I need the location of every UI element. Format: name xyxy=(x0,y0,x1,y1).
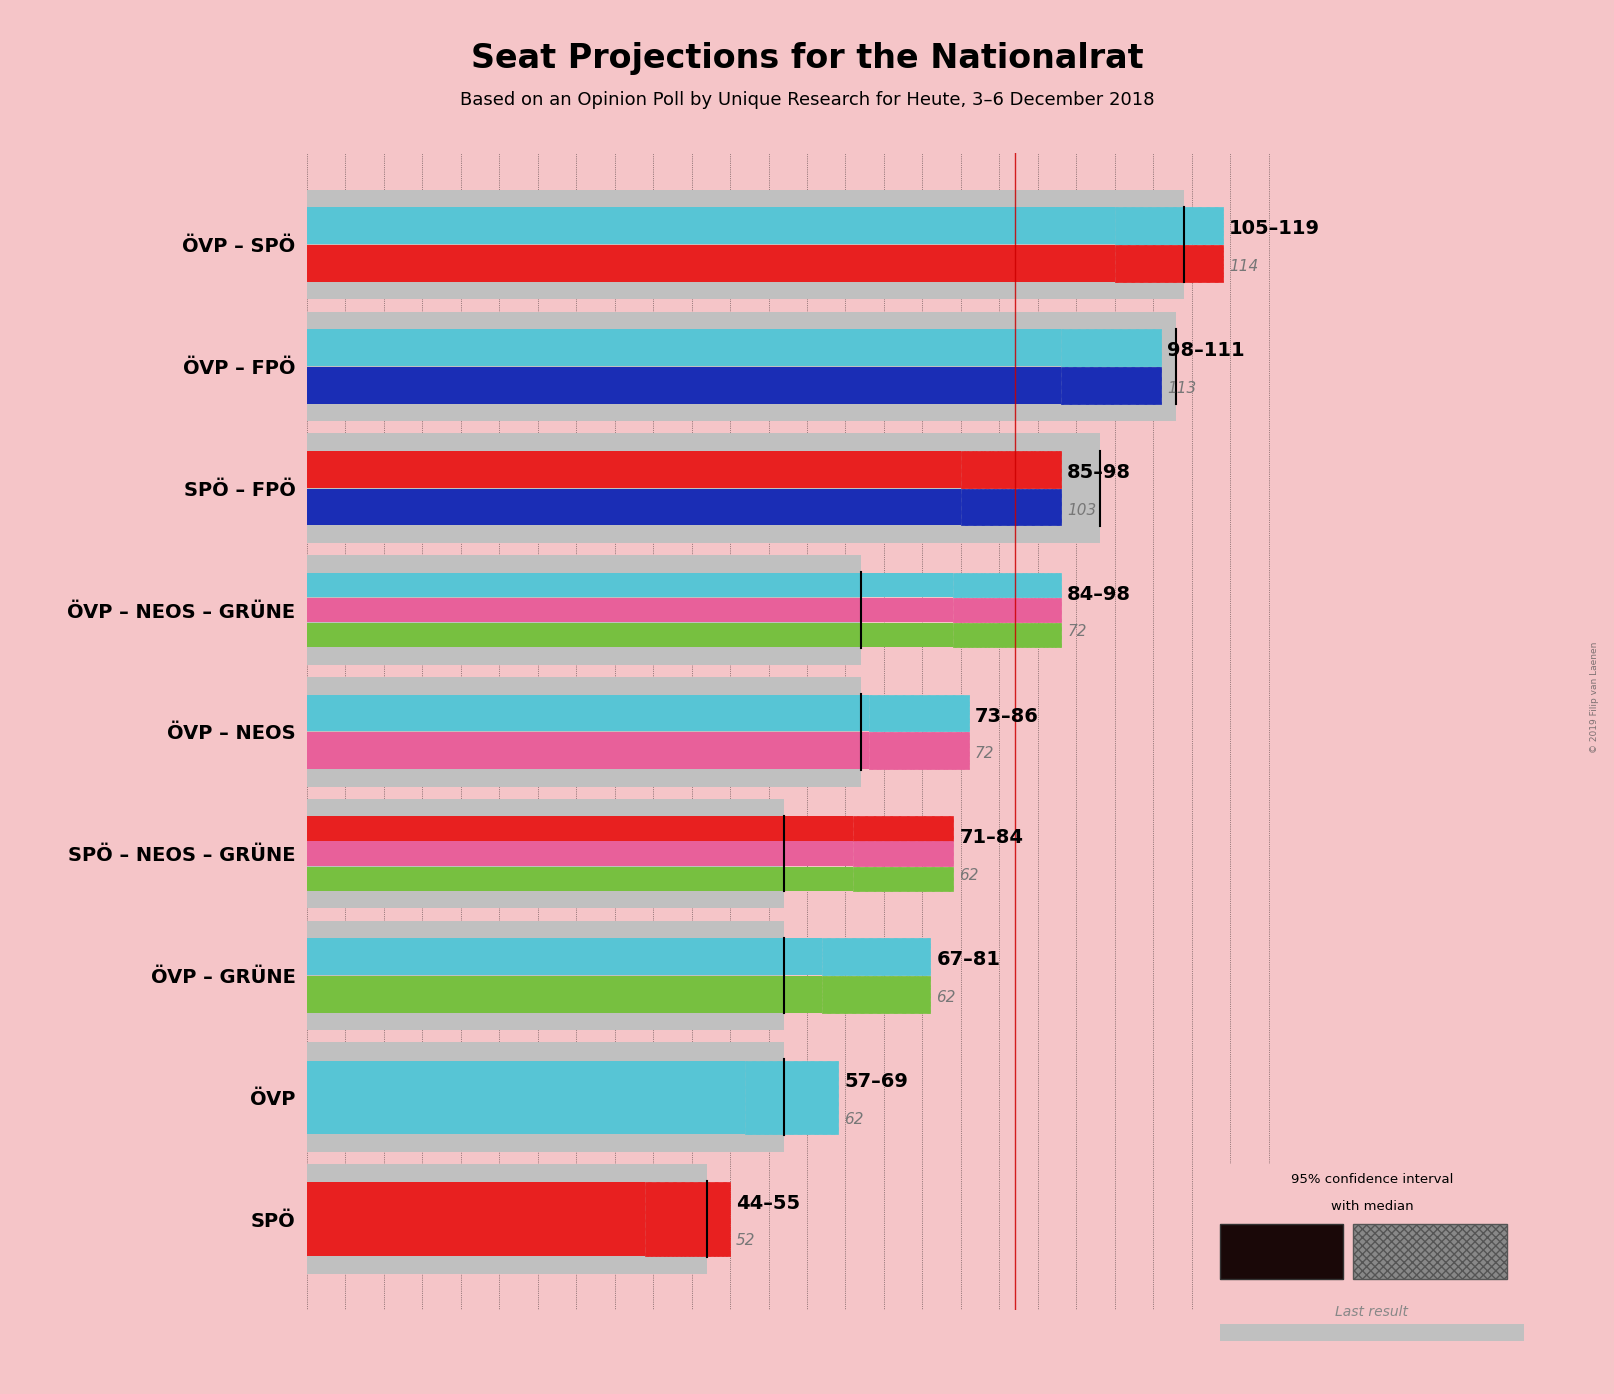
Bar xyxy=(1115,245,1223,282)
Bar xyxy=(823,976,930,1012)
Bar xyxy=(307,573,954,597)
Text: 57–69: 57–69 xyxy=(844,1072,907,1092)
Text: Last result: Last result xyxy=(1335,1305,1409,1319)
Text: 114: 114 xyxy=(1228,259,1257,275)
Text: 98–111: 98–111 xyxy=(1167,342,1244,360)
Text: 62: 62 xyxy=(959,868,980,882)
Text: 62: 62 xyxy=(936,990,955,1005)
Bar xyxy=(307,799,784,909)
Text: with median: with median xyxy=(1330,1200,1414,1213)
Text: 95% confidence interval: 95% confidence interval xyxy=(1291,1172,1453,1185)
Bar xyxy=(307,555,860,665)
Bar xyxy=(307,623,954,647)
Bar xyxy=(307,312,1177,421)
Text: 84–98: 84–98 xyxy=(1067,584,1131,604)
Bar xyxy=(307,208,1115,244)
Bar xyxy=(307,1182,646,1256)
Bar xyxy=(868,694,968,732)
Bar xyxy=(307,190,1185,300)
Bar xyxy=(1115,208,1223,244)
Bar xyxy=(307,732,868,769)
Bar xyxy=(954,623,1060,647)
Text: Based on an Opinion Poll by Unique Research for Heute, 3–6 December 2018: Based on an Opinion Poll by Unique Resea… xyxy=(460,92,1154,109)
Bar xyxy=(1060,329,1160,365)
Bar xyxy=(954,573,1060,597)
Text: 71–84: 71–84 xyxy=(959,828,1023,848)
Bar xyxy=(307,867,854,891)
Bar xyxy=(307,329,1060,365)
Bar xyxy=(307,1061,746,1133)
Text: 73–86: 73–86 xyxy=(975,707,1039,725)
Text: 85–98: 85–98 xyxy=(1067,463,1131,482)
Bar xyxy=(1220,1324,1524,1341)
Bar xyxy=(307,1043,784,1151)
Bar xyxy=(960,489,1060,526)
Bar xyxy=(307,245,1115,282)
Bar xyxy=(307,677,860,786)
Text: 72: 72 xyxy=(1067,625,1086,640)
Bar xyxy=(307,598,954,622)
Text: 113: 113 xyxy=(1167,381,1196,396)
Text: 67–81: 67–81 xyxy=(936,951,1001,969)
Text: 52: 52 xyxy=(736,1234,755,1249)
Bar xyxy=(854,842,954,866)
Bar xyxy=(307,976,823,1012)
Bar xyxy=(823,938,930,974)
Bar xyxy=(307,920,784,1030)
Bar xyxy=(307,842,854,866)
Bar xyxy=(307,452,960,488)
Bar xyxy=(307,1164,707,1274)
Bar xyxy=(1353,1224,1507,1278)
Bar xyxy=(307,694,868,732)
Bar xyxy=(960,452,1060,488)
Bar xyxy=(746,1061,838,1133)
Bar xyxy=(646,1182,730,1256)
Text: 103: 103 xyxy=(1067,503,1096,517)
Bar xyxy=(307,434,1099,544)
Bar xyxy=(868,732,968,769)
Bar xyxy=(954,598,1060,622)
Bar xyxy=(854,867,954,891)
Bar xyxy=(1220,1224,1343,1278)
Text: 62: 62 xyxy=(844,1111,863,1126)
Bar xyxy=(307,938,823,974)
Text: 72: 72 xyxy=(975,746,994,761)
Text: 105–119: 105–119 xyxy=(1228,219,1320,238)
Bar xyxy=(1060,367,1160,404)
Bar xyxy=(307,489,960,526)
Text: 44–55: 44–55 xyxy=(736,1193,801,1213)
Text: Seat Projections for the Nationalrat: Seat Projections for the Nationalrat xyxy=(471,42,1143,75)
Bar xyxy=(854,817,954,841)
Bar xyxy=(307,367,1060,404)
Bar xyxy=(307,817,854,841)
Text: © 2019 Filip van Laenen: © 2019 Filip van Laenen xyxy=(1590,641,1599,753)
